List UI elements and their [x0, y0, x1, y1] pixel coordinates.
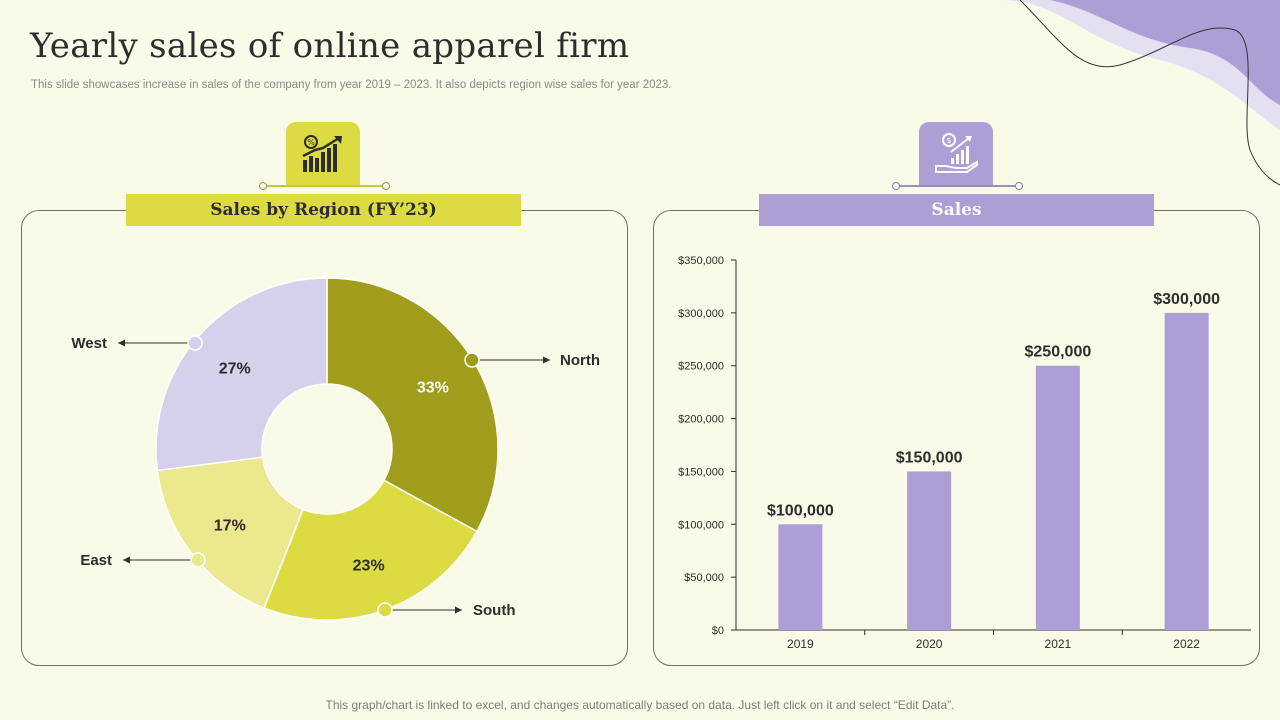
callout-dot-south [377, 602, 393, 618]
x-tick-label-2021: 2021 [1045, 637, 1072, 651]
donut-slice-east [156, 456, 305, 609]
callout-dot-west [187, 335, 203, 351]
x-tick-label-2019: 2019 [787, 637, 814, 651]
region-chart-title: Sales by Region (FY’23) [126, 194, 521, 226]
page-title: Yearly sales of online apparel firm [30, 26, 630, 66]
y-tick-label: $150,000 [678, 466, 724, 478]
y-tick-label: $300,000 [678, 308, 724, 320]
legend-label-east: East [80, 552, 112, 569]
y-tick-label: $200,000 [678, 414, 724, 426]
y-tick-label: $0 [712, 625, 724, 637]
y-tick-label: $250,000 [678, 361, 724, 373]
x-tick-label-2020: 2020 [916, 637, 943, 651]
slice-label-west: 27% [219, 361, 251, 378]
slice-label-east: 17% [214, 517, 246, 534]
bar-2021 [1035, 365, 1080, 630]
x-tick-label-2022: 2022 [1173, 637, 1200, 651]
y-tick-label: $350,000 [678, 255, 724, 267]
callout-dot-east [190, 552, 206, 568]
footer-note: This graph/chart is linked to excel, and… [325, 698, 955, 712]
callout-dot-north [464, 352, 480, 368]
growth-chart-icon: % [286, 122, 360, 186]
sales-hand-chart-icon: $ [919, 122, 993, 186]
sales-chart-title: Sales [759, 194, 1154, 226]
tab-connector-line [895, 185, 1019, 187]
tab-dot [892, 182, 900, 190]
svg-text:%: % [307, 138, 315, 147]
callout-arrow-east [123, 556, 130, 564]
slice-label-north: 33% [417, 379, 449, 396]
svg-text:$: $ [946, 136, 951, 145]
slice-label-south: 23% [353, 558, 385, 575]
callout-arrow-south [455, 606, 462, 614]
y-tick-label: $50,000 [684, 572, 724, 584]
callout-arrow-west [118, 339, 125, 347]
legend-label-north: North [560, 352, 600, 369]
tab-dot [382, 182, 390, 190]
donut-slice-south [263, 479, 478, 621]
page-subtitle: This slide showcases increase in sales o… [31, 79, 672, 91]
bar-data-label-2022: $300,000 [1153, 291, 1220, 308]
callout-arrow-north [543, 356, 550, 364]
y-tick-label: $100,000 [678, 519, 724, 531]
tab-dot [1015, 182, 1023, 190]
bar-data-label-2019: $100,000 [767, 502, 834, 519]
tab-connector-line [262, 185, 386, 187]
legend-label-south: South [473, 602, 516, 619]
donut-slice-north [326, 277, 499, 533]
tab-dot [259, 182, 267, 190]
donut-slice-west [155, 277, 328, 472]
bar-data-label-2020: $150,000 [896, 449, 963, 466]
legend-label-west: West [71, 335, 107, 352]
bar-data-label-2021: $250,000 [1025, 344, 1092, 361]
decorative-wave [1000, 0, 1280, 186]
bar-2020 [907, 471, 952, 630]
bar-2022 [1164, 312, 1209, 630]
bar-2019 [778, 524, 823, 630]
